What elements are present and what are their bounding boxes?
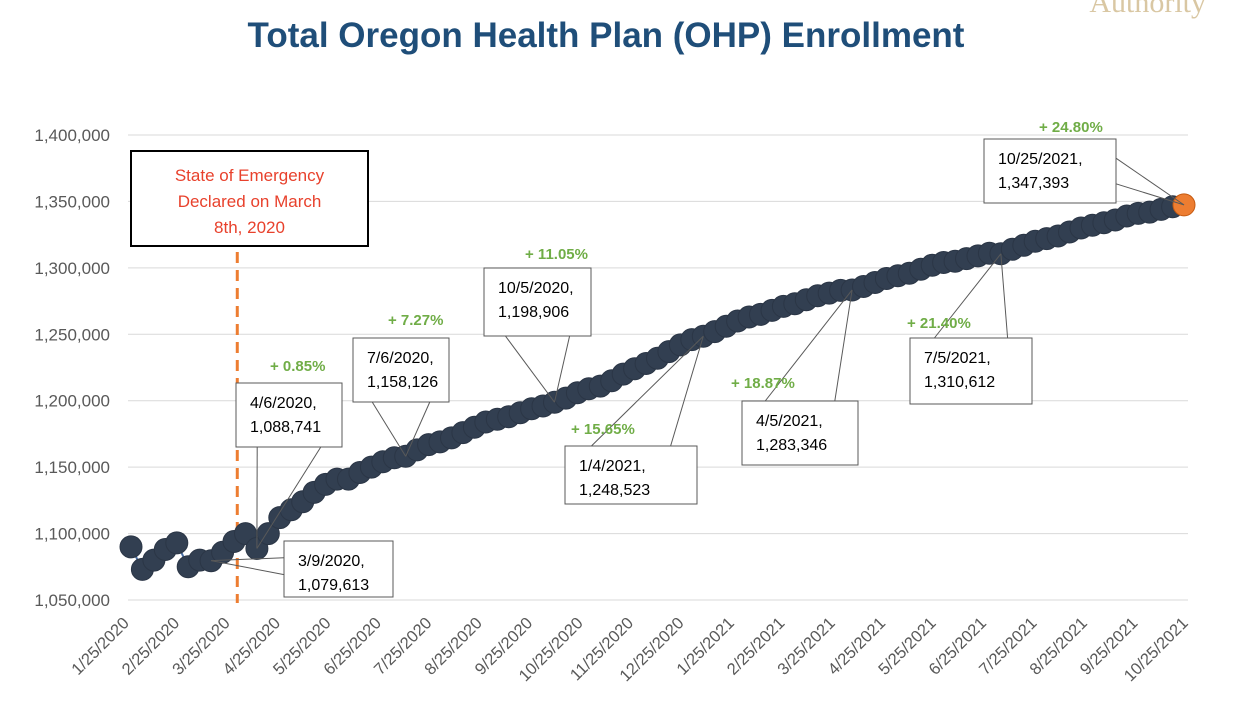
- y-tick-label: 1,200,000: [34, 392, 110, 411]
- y-tick-label: 1,250,000: [34, 325, 110, 344]
- callout-box: [483, 267, 592, 337]
- callout-leader: [504, 335, 555, 403]
- percent-change-label: + 7.27%: [388, 312, 443, 329]
- callout-label: 1,347,393: [998, 175, 1069, 192]
- percent-change-label: + 15.65%: [571, 421, 635, 438]
- percent-change-label: + 0.85%: [270, 358, 325, 375]
- callout-leader: [211, 560, 285, 576]
- y-tick-label: 1,150,000: [34, 458, 110, 477]
- callout-leader: [591, 335, 704, 447]
- y-tick-label: 1,350,000: [34, 192, 110, 211]
- percent-change-label: + 24.80%: [1039, 119, 1103, 136]
- callout-label: 1,158,126: [367, 374, 438, 391]
- percent-change-label: + 11.05%: [525, 246, 588, 263]
- callout-leader: [554, 335, 571, 403]
- callout-box: [564, 445, 698, 505]
- callout-label: 1,248,523: [579, 482, 650, 499]
- logo-wordmark: Authority: [1089, 0, 1206, 19]
- callout-box: [909, 337, 1033, 405]
- percent-change-label: + 18.87%: [731, 375, 795, 392]
- callout-leader-lines: [211, 157, 1185, 576]
- chart-title: Total Oregon Health Plan (OHP) Enrollmen…: [247, 16, 965, 55]
- callout-leader: [764, 289, 853, 402]
- callout-leader: [1115, 183, 1185, 206]
- y-tick-label: 1,050,000: [34, 591, 110, 610]
- callout-label: 10/5/2020,: [498, 280, 574, 297]
- callout-label: 1,283,346: [756, 437, 827, 454]
- y-axis-ticks: 1,050,000 1,100,000 1,150,000 1,200,000 1,25…: [34, 126, 110, 610]
- callout-labels: 3/9/2020, 1,079,613 4/6/2020, 1,088,741 7/6/…: [235, 138, 1117, 598]
- callout-label: 1,079,613: [298, 577, 369, 594]
- callout-label: 1,198,906: [498, 304, 569, 321]
- percent-change-label: + 21.40%: [907, 315, 971, 332]
- callout-leader: [934, 253, 1002, 339]
- callout-box: [741, 400, 859, 466]
- callout-label: 4/5/2021,: [756, 413, 823, 430]
- emergency-box: [130, 150, 369, 247]
- callout-label: 1,310,612: [924, 374, 995, 391]
- y-tick-label: 1,100,000: [34, 525, 110, 544]
- callout-label: 10/25/2021,: [998, 151, 1083, 168]
- data-point: [119, 535, 143, 559]
- callout-label: 4/6/2020,: [250, 395, 317, 412]
- callout-leader: [670, 336, 704, 447]
- y-tick-label: 1,400,000: [34, 126, 110, 145]
- callout-label: 1,088,741: [250, 419, 321, 436]
- callout-box: [283, 540, 394, 598]
- y-tick-label: 1,300,000: [34, 259, 110, 278]
- callout-label: 7/5/2021,: [924, 350, 991, 367]
- callout-label: 1/4/2021,: [579, 458, 646, 475]
- data-point: [165, 531, 189, 555]
- callout-leader: [834, 289, 853, 402]
- callout-box: [983, 138, 1117, 204]
- callout-label: 7/6/2020,: [367, 350, 434, 367]
- emergency-annotation: State of Emergency Declared on March 8th, …: [130, 150, 369, 603]
- x-axis-ticks: 1/25/20202/25/20203/25/20204/25/20205/25…: [68, 614, 1192, 685]
- emergency-text-line: Declared on March: [178, 192, 322, 211]
- percent-change-labels: + 0.85% + 7.27% + 11.05% + 15.65% + 18.87% + …: [270, 119, 1103, 438]
- callout-leader: [256, 446, 322, 549]
- highlight-point: [1172, 193, 1196, 217]
- emergency-text-line: 8th, 2020: [214, 218, 285, 237]
- callout-label: 3/9/2020,: [298, 553, 365, 570]
- callout-box: [235, 382, 343, 448]
- callout-leader: [405, 401, 431, 457]
- callout-leader: [211, 557, 285, 562]
- callout-leader: [1000, 253, 1009, 339]
- emergency-text-line: State of Emergency: [175, 166, 325, 185]
- series-enrollment: [119, 193, 1196, 581]
- callout-leader: [371, 401, 407, 457]
- callout-leader: [1115, 157, 1185, 206]
- callout-box: [352, 337, 450, 403]
